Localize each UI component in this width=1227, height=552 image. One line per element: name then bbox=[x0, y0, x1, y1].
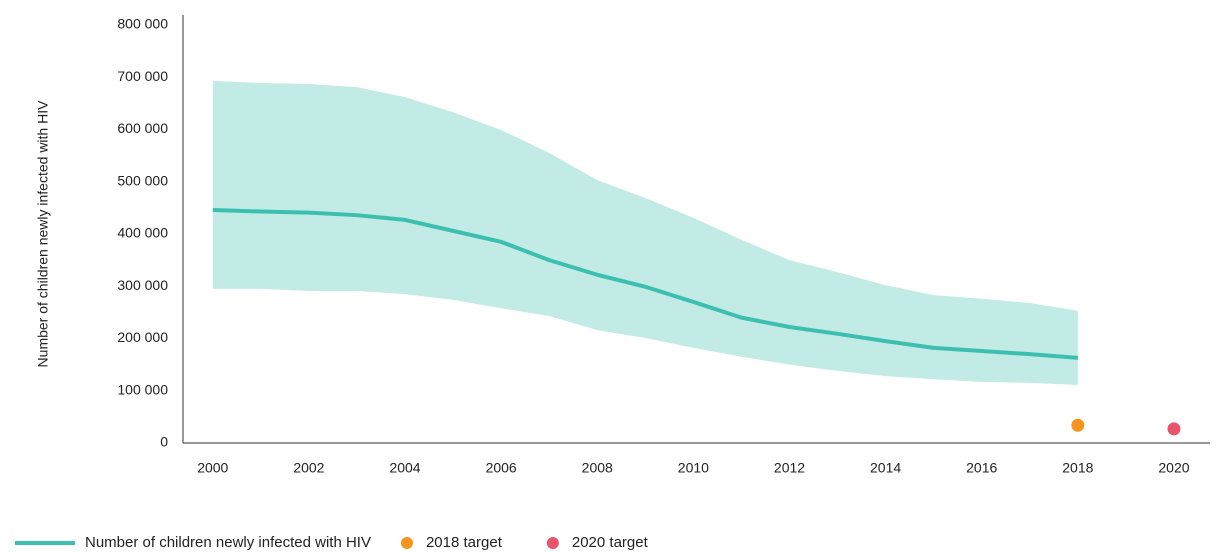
x-tick-label: 2014 bbox=[870, 460, 901, 476]
x-tick-label: 2012 bbox=[774, 460, 805, 476]
y-tick-label: 400 000 bbox=[117, 225, 168, 241]
target-point bbox=[1071, 418, 1085, 432]
uncertainty-band bbox=[212, 80, 1078, 386]
x-tick-label: 2016 bbox=[966, 460, 997, 476]
y-tick-label: 200 000 bbox=[117, 329, 168, 345]
y-tick-label: 600 000 bbox=[117, 120, 168, 136]
y-tick-label: 300 000 bbox=[117, 277, 168, 293]
y-tick-label: 700 000 bbox=[117, 68, 168, 84]
y-tick-label: 100 000 bbox=[117, 381, 168, 397]
y-axis-label: Number of children newly infected with H… bbox=[35, 100, 51, 368]
legend-label: 2018 target bbox=[426, 534, 503, 551]
x-tick-label: 2006 bbox=[486, 460, 517, 476]
legend-swatch bbox=[546, 537, 559, 549]
legend-label: 2020 target bbox=[572, 534, 649, 551]
y-tick-label: 500 000 bbox=[117, 172, 168, 188]
legend-swatch bbox=[400, 537, 413, 549]
target-point bbox=[1167, 422, 1181, 436]
y-tick-label: 800 000 bbox=[117, 16, 168, 32]
x-tick-label: 2020 bbox=[1158, 460, 1189, 476]
x-tick-label: 2000 bbox=[197, 460, 228, 476]
x-tick-label: 2010 bbox=[678, 460, 709, 476]
y-tick-label: 0 bbox=[160, 434, 168, 450]
series-line bbox=[212, 207, 1078, 360]
legend-label: Number of children newly infected with H… bbox=[85, 534, 371, 551]
x-tick-label: 2002 bbox=[293, 460, 324, 476]
x-tick-label: 2008 bbox=[582, 460, 613, 476]
x-tick-label: 2018 bbox=[1062, 460, 1093, 476]
x-tick-label: 2004 bbox=[389, 460, 420, 476]
